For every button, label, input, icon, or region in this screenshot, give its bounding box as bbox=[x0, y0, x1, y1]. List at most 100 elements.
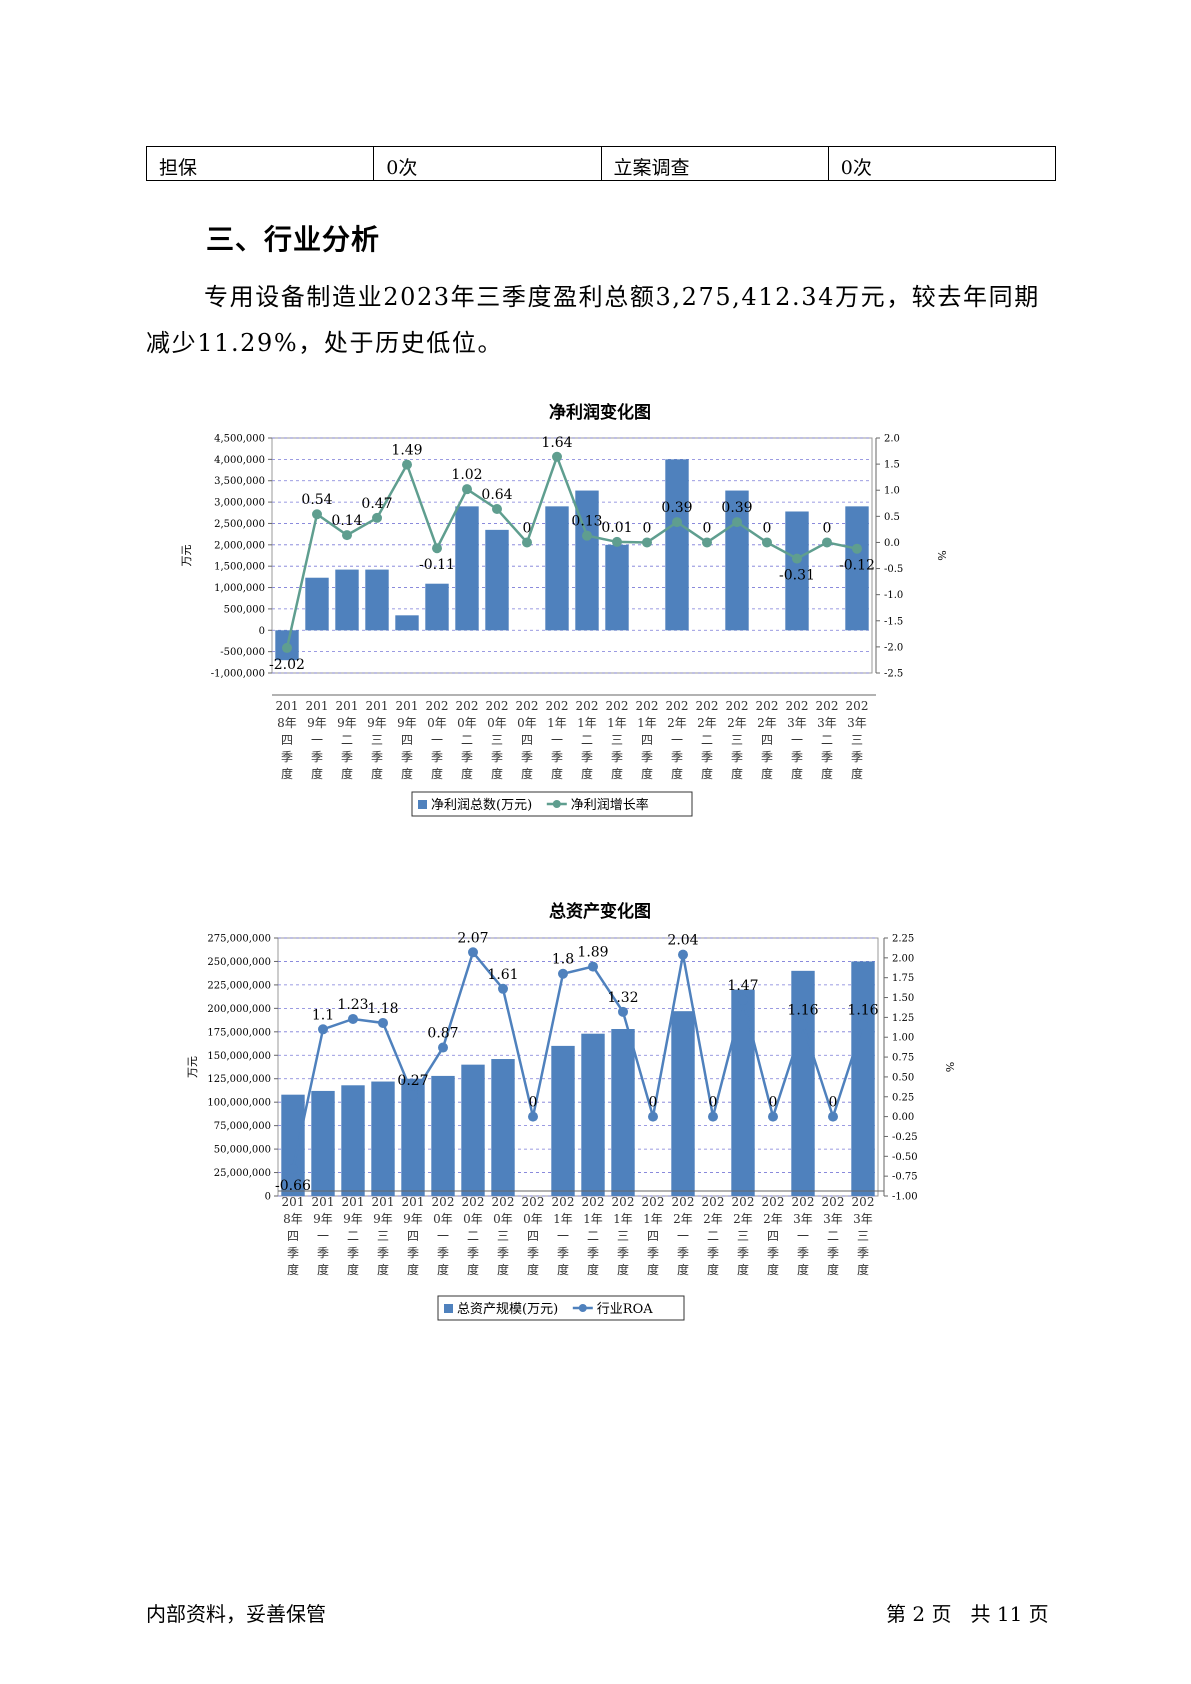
line-point bbox=[852, 543, 862, 554]
y-tick-label: 2,000,000 bbox=[214, 540, 265, 551]
bar bbox=[605, 544, 629, 631]
x-tick-label: 202 0年三季度 bbox=[492, 1195, 515, 1277]
data-label: 0 bbox=[643, 520, 652, 536]
line-point bbox=[312, 509, 322, 520]
legend-bar-swatch bbox=[444, 1304, 453, 1313]
data-label: 0.13 bbox=[571, 514, 602, 530]
bar bbox=[431, 1075, 455, 1196]
legend-line-label: 行业ROA bbox=[597, 1302, 653, 1317]
y2-tick-label: 0.00 bbox=[892, 1112, 914, 1123]
bar bbox=[341, 1085, 365, 1196]
y2-tick-label: -0.50 bbox=[892, 1152, 918, 1163]
footer-note: 内部资料，妥善保管 bbox=[146, 1602, 326, 1626]
y-tick-label: -1,000,000 bbox=[211, 669, 265, 680]
y2-axis-title: % bbox=[935, 550, 948, 560]
x-tick-label: 202 1年四季度 bbox=[642, 1195, 665, 1277]
x-tick-label: 202 2年二季度 bbox=[696, 699, 719, 781]
line-point bbox=[498, 983, 508, 994]
y2-tick-label: 0.50 bbox=[892, 1072, 914, 1083]
y-tick-label: 2,500,000 bbox=[214, 519, 265, 530]
y2-tick-label: -2.0 bbox=[884, 642, 903, 653]
data-label: 1.49 bbox=[391, 443, 422, 459]
bar bbox=[335, 569, 359, 631]
x-tick-label: 202 1年二季度 bbox=[582, 1195, 605, 1277]
series-line bbox=[291, 949, 865, 1170]
x-tick-label: 202 0年一季度 bbox=[426, 699, 449, 781]
x-tick-label: 202 0年二季度 bbox=[456, 699, 479, 781]
bar bbox=[485, 529, 509, 631]
x-tick-label: 202 1年一季度 bbox=[546, 699, 569, 781]
x-tick-label: 202 1年四季度 bbox=[636, 699, 659, 781]
line-point bbox=[702, 537, 712, 548]
y2-tick-label: 0.25 bbox=[892, 1092, 914, 1103]
line-point bbox=[678, 949, 688, 960]
bar bbox=[371, 1081, 395, 1196]
data-label: 1.47 bbox=[727, 978, 758, 994]
legend-box bbox=[437, 1295, 685, 1321]
x-tick-label: 201 9年四季度 bbox=[402, 1195, 425, 1277]
bar bbox=[425, 583, 449, 631]
table-cell: 0次 bbox=[827, 146, 1057, 181]
line-point bbox=[642, 537, 652, 548]
bar bbox=[581, 1033, 605, 1196]
y2-tick-label: -1.0 bbox=[884, 590, 903, 601]
x-tick-label: 201 9年三季度 bbox=[372, 1195, 395, 1277]
y-tick-label: 0 bbox=[265, 1192, 271, 1203]
legend-line-marker bbox=[578, 1304, 587, 1312]
x-tick-label: 202 3年一季度 bbox=[786, 699, 809, 781]
y2-axis-title: % bbox=[943, 1062, 956, 1072]
data-label: 0 bbox=[823, 520, 832, 536]
x-tick-label: 202 3年二季度 bbox=[816, 699, 839, 781]
x-tick-label: 202 0年三季度 bbox=[486, 699, 509, 781]
y-tick-label: 4,000,000 bbox=[214, 455, 265, 466]
y-axis-title: 万元 bbox=[180, 545, 193, 567]
body-paragraph: 专用设备制造业2023年三季度盈利总额3,275,412.34万元，较去年同期减… bbox=[146, 283, 1040, 357]
x-tick-label: 202 2年一季度 bbox=[666, 699, 689, 781]
data-label: -0.31 bbox=[779, 568, 815, 584]
y-tick-label: 100,000,000 bbox=[207, 1098, 271, 1109]
data-label: -0.66 bbox=[275, 1178, 311, 1194]
y-tick-label: 3,500,000 bbox=[214, 476, 265, 487]
table-row: 担保 0次 立案调查 0次 bbox=[145, 146, 1057, 181]
line-point bbox=[432, 543, 442, 554]
bar bbox=[365, 569, 389, 631]
section-title: 三、行业分析 bbox=[206, 223, 381, 256]
y-tick-label: 1,000,000 bbox=[214, 583, 265, 594]
assets-chart: 275,000,000 250,000,000 225,000,000 200,000… bbox=[186, 930, 956, 1321]
line-point bbox=[822, 537, 832, 548]
line-point bbox=[438, 1042, 448, 1053]
data-label: 0.87 bbox=[427, 1026, 458, 1042]
y2-tick-label: -1.5 bbox=[884, 616, 903, 627]
line-point bbox=[828, 1111, 838, 1122]
data-label: 0.01 bbox=[601, 520, 632, 536]
y2-tick-label: 1.75 bbox=[892, 973, 914, 984]
data-label: 1.61 bbox=[487, 967, 518, 983]
x-tick-label: 202 1年二季度 bbox=[576, 699, 599, 781]
data-label: -0.12 bbox=[839, 558, 875, 574]
line-point bbox=[858, 1019, 868, 1030]
y2-tick-label: 1.0 bbox=[884, 486, 900, 497]
y-tick-label: 4,500,000 bbox=[214, 434, 265, 445]
x-tick-label: 202 0年四季度 bbox=[516, 699, 539, 781]
bar bbox=[611, 1029, 635, 1196]
line-point bbox=[648, 1111, 658, 1122]
x-tick-label: 202 2年三季度 bbox=[726, 699, 749, 781]
x-tick-label: 201 9年一季度 bbox=[306, 699, 329, 781]
bar bbox=[311, 1090, 335, 1196]
data-label: 1.89 bbox=[577, 945, 608, 961]
profit-chart-title: 净利润变化图 bbox=[549, 403, 651, 423]
y-tick-label: 175,000,000 bbox=[207, 1027, 271, 1038]
bar bbox=[461, 1064, 485, 1196]
profit-chart: 4,500,000 4,000,000 3,500,000 3,000,000 2,50… bbox=[180, 434, 948, 817]
line-point bbox=[372, 512, 382, 523]
y-tick-label: 500,000 bbox=[224, 604, 265, 615]
bar bbox=[455, 506, 479, 631]
data-label: 2.07 bbox=[457, 930, 488, 946]
line-point bbox=[462, 484, 472, 495]
legend-bar-swatch bbox=[418, 800, 427, 809]
data-label: 0 bbox=[523, 520, 532, 536]
y2-tick-label: -0.5 bbox=[884, 564, 903, 575]
x-tick-label: 202 0年四季度 bbox=[522, 1195, 545, 1277]
bar bbox=[551, 1045, 575, 1196]
y-axis-title: 万元 bbox=[186, 1056, 199, 1078]
